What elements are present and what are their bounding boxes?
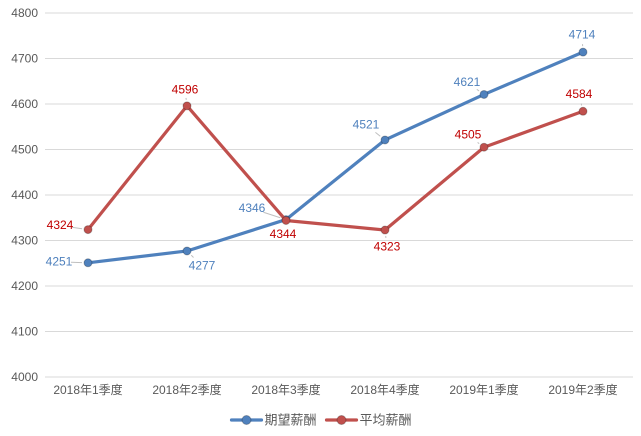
data-point-marker <box>479 142 489 152</box>
data-point-marker <box>479 89 489 99</box>
y-axis-tick-label: 4200 <box>11 279 38 293</box>
y-axis-tick-label: 4500 <box>11 143 38 157</box>
legend-marker-swatch <box>336 415 347 425</box>
data-point-marker <box>83 258 93 268</box>
data-point-label: 4596 <box>172 82 199 96</box>
data-point-marker <box>281 215 291 225</box>
legend-item-expected-salary: 期望薪酬 <box>229 413 317 428</box>
data-point-marker <box>578 47 588 57</box>
x-axis-tick-label: 2018年3季度 <box>251 382 320 397</box>
data-point-marker <box>380 225 390 235</box>
y-axis-tick-label: 4100 <box>11 325 38 339</box>
data-point-label: 4323 <box>374 240 401 254</box>
legend-item-average-salary: 平均薪酬 <box>324 413 412 428</box>
series-line-average-salary <box>86 104 585 232</box>
data-point-label: 4324 <box>47 218 74 232</box>
series-line-expected-salary <box>86 50 585 265</box>
data-point-label: 4584 <box>566 87 593 101</box>
data-point-label: 4714 <box>569 28 596 42</box>
y-axis-tick-label: 4300 <box>11 234 38 248</box>
x-axis-tick-label: 2019年1季度 <box>449 382 518 397</box>
x-axis-tick-label: 2018年2季度 <box>152 382 221 397</box>
legend: 期望薪酬 平均薪酬 <box>229 413 412 428</box>
data-label-leader-line <box>71 226 83 230</box>
data-label-leader-line <box>375 131 381 137</box>
data-label-leader-line <box>190 254 194 258</box>
x-axis-tick-label: 2019年2季度 <box>548 382 617 397</box>
data-point-marker <box>182 101 192 111</box>
data-point-marker <box>83 225 93 235</box>
data-point-marker <box>182 246 192 256</box>
y-axis-tick-label: 4800 <box>11 6 38 20</box>
data-point-label: 4251 <box>46 254 73 268</box>
y-axis-tick-label: 4000 <box>11 370 38 384</box>
x-axis-tick-label: 2018年1季度 <box>53 382 122 397</box>
data-label-leader-line <box>476 88 480 92</box>
data-point-label: 4521 <box>353 117 380 131</box>
data-point-marker <box>578 106 588 116</box>
data-point-label: 4346 <box>239 201 266 215</box>
x-axis-tick-label: 2018年4季度 <box>350 382 419 397</box>
y-axis-tick-label: 4600 <box>11 97 38 111</box>
data-label-leader-line <box>263 211 281 219</box>
data-point-label: 4505 <box>455 128 482 142</box>
legend-marker-swatch <box>241 415 252 425</box>
data-point-label: 4621 <box>454 75 481 89</box>
data-point-label: 4344 <box>270 227 297 241</box>
legend-label: 期望薪酬 <box>265 413 317 428</box>
y-axis-tick-label: 4400 <box>11 188 38 202</box>
data-label-leader-line <box>477 142 480 145</box>
legend-label: 平均薪酬 <box>360 413 412 428</box>
data-point-label: 4277 <box>189 258 216 272</box>
data-point-marker <box>380 135 390 145</box>
y-axis-tick-label: 4700 <box>11 52 38 66</box>
